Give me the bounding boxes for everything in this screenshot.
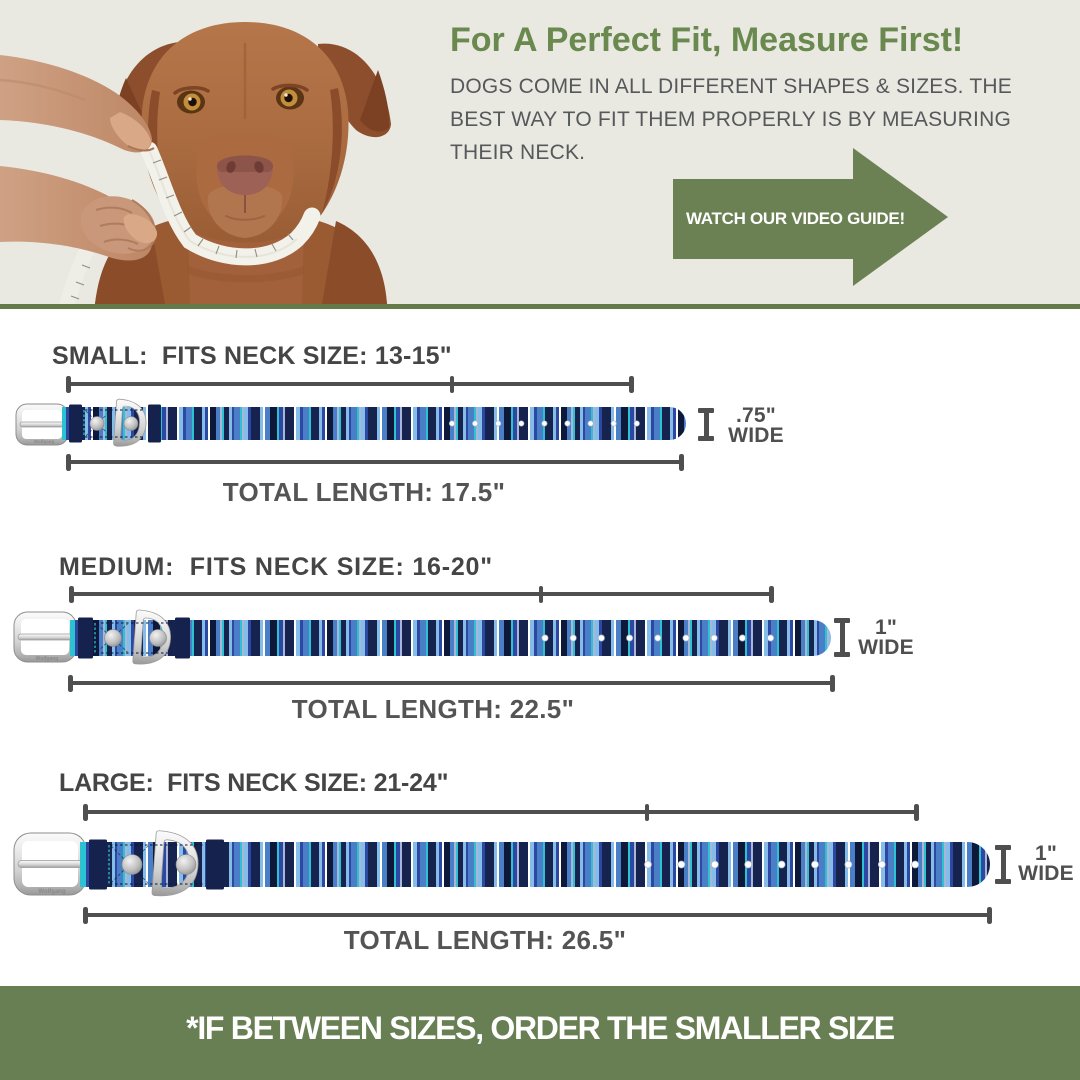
svg-text:Wolfgang: Wolfgang	[38, 889, 66, 895]
svg-text:Wolfgang: Wolfgang	[36, 656, 59, 662]
svg-text:Wolfgang: Wolfgang	[34, 439, 55, 444]
